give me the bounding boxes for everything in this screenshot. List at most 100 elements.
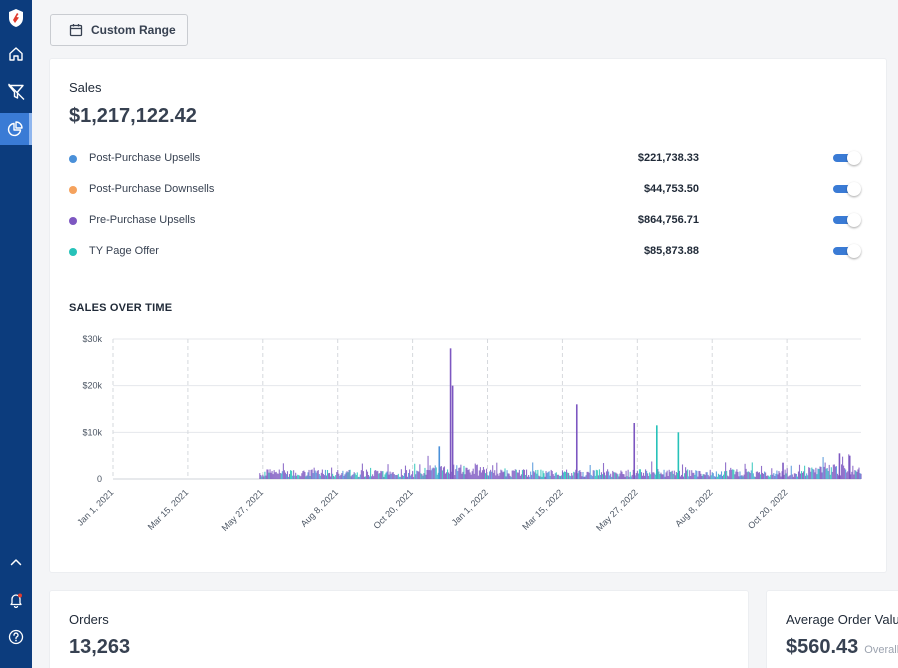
brand-logo[interactable] — [0, 2, 32, 34]
sidebar-item-notifications[interactable] — [0, 584, 32, 616]
chart-bar — [501, 470, 503, 479]
chart-bar — [725, 462, 727, 479]
series-toggle-pre-purchase-upsells[interactable] — [833, 213, 861, 227]
chart-bar — [800, 471, 803, 479]
chart-bar — [326, 470, 329, 479]
chart-bar — [463, 465, 465, 479]
chart-bar — [457, 471, 459, 479]
series-toggle-post-purchase-downsells[interactable] — [833, 182, 861, 196]
chart-bar — [749, 473, 751, 479]
chart-bar — [852, 465, 854, 479]
chart-bar — [394, 475, 396, 479]
legend-item-pre-purchase-upsells: Pre-Purchase Upsells $864,756.71 — [69, 211, 864, 231]
chart-bar — [283, 470, 285, 479]
chart-bar — [420, 473, 422, 479]
chart-bar — [668, 469, 670, 479]
chart-bar — [559, 476, 561, 479]
chart-bar — [373, 476, 375, 479]
chart-bar — [475, 465, 477, 479]
chart-bar — [311, 469, 313, 479]
custom-range-button[interactable]: Custom Range — [50, 14, 188, 46]
chart-bar — [423, 473, 425, 479]
chart-bar — [367, 475, 370, 479]
chart-bar — [710, 475, 712, 479]
chart-bar — [365, 469, 368, 479]
chart-bar — [705, 472, 707, 479]
chart-bar — [770, 474, 772, 479]
chart-bar — [455, 469, 457, 479]
legend-dot — [69, 155, 77, 163]
chart-bar — [769, 476, 771, 479]
chart-peak-bar — [451, 385, 454, 479]
chart-bar — [480, 472, 482, 479]
chart-bar — [466, 467, 468, 479]
chart-bar — [403, 473, 406, 479]
chart-bar — [494, 470, 496, 479]
sidebar-item-funnels[interactable] — [0, 76, 32, 108]
chart-bar — [481, 470, 483, 479]
chart-bar — [278, 469, 280, 479]
chart-bar — [318, 474, 320, 479]
chart-bar — [638, 469, 640, 479]
chart-bar — [857, 469, 859, 479]
chart-bar — [775, 473, 777, 479]
chart-bar — [639, 469, 641, 479]
help-circle-icon — [8, 629, 24, 645]
chart-bar — [642, 472, 645, 479]
chart-bar — [750, 470, 752, 479]
chart-bar — [357, 476, 359, 479]
chart-bar — [777, 474, 779, 479]
sidebar-item-home[interactable] — [0, 38, 32, 70]
chart-bar — [295, 472, 297, 479]
chart-bar — [607, 469, 609, 479]
chart-bar — [682, 476, 685, 479]
chart-bar — [492, 465, 494, 479]
chart-bar — [847, 471, 849, 479]
chart-bar — [375, 470, 377, 479]
chart-bar — [275, 471, 277, 479]
sidebar-collapse-button[interactable] — [0, 546, 32, 578]
chart-bar — [376, 471, 378, 479]
chart-bar — [478, 470, 480, 479]
chart-bar — [830, 467, 832, 479]
x-tick-label: Mar 15, 2022 — [520, 487, 565, 532]
legend-item-post-purchase-downsells: Post-Purchase Downsells $44,753.50 — [69, 180, 864, 200]
chart-bar — [548, 471, 550, 479]
chart-bar — [671, 470, 673, 479]
chart-bar — [785, 473, 787, 479]
chart-bar — [429, 465, 431, 479]
chart-bar — [797, 471, 800, 479]
chart-bar — [859, 473, 861, 479]
chart-bar — [351, 474, 353, 479]
chart-bar — [794, 473, 796, 479]
chart-bar — [436, 474, 438, 479]
chart-bar — [805, 475, 807, 479]
chart-bar — [734, 474, 736, 479]
chart-bar — [757, 472, 759, 479]
sidebar-item-analytics[interactable] — [0, 113, 32, 145]
sidebar-item-help[interactable] — [0, 621, 32, 653]
chart-bar — [259, 473, 261, 479]
series-toggle-post-purchase-upsells[interactable] — [833, 151, 861, 165]
chart-bar — [392, 472, 394, 479]
chart-bar — [700, 473, 702, 479]
chart-bar — [490, 469, 492, 479]
chart-bar — [331, 467, 333, 479]
chart-bar — [498, 475, 500, 479]
chart-bar — [272, 474, 274, 479]
orders-title: Orders — [69, 612, 109, 627]
chart-bar — [728, 476, 730, 479]
chart-bar — [687, 469, 689, 479]
chart-bar — [658, 471, 660, 479]
chart-bar — [402, 475, 404, 479]
chart-bar — [335, 475, 337, 479]
y-tick-label: $30k — [82, 334, 102, 344]
chart-bar — [532, 462, 534, 479]
series-toggle-ty-page-offer[interactable] — [833, 244, 861, 258]
chart-bar — [765, 472, 767, 479]
chart-bar — [714, 476, 716, 479]
chart-bar — [566, 469, 568, 479]
chart-bar — [385, 472, 387, 479]
chart-bar — [573, 471, 575, 479]
chart-bar — [465, 467, 467, 479]
